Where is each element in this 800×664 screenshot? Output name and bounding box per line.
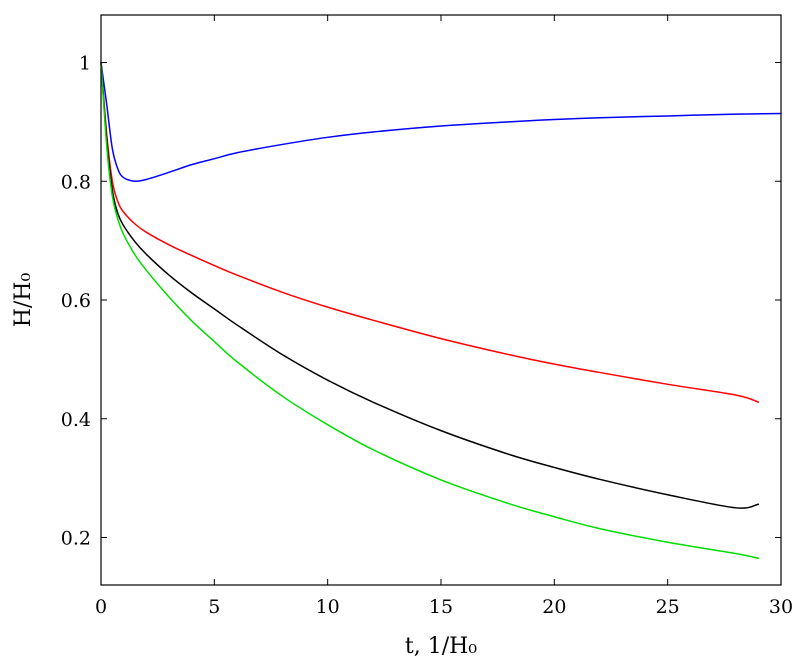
- y-tick-label: 1: [79, 53, 91, 75]
- x-tick-label: 0: [95, 596, 107, 618]
- x-tick-label: 25: [656, 596, 680, 618]
- y-tick-label: 0.6: [61, 290, 91, 312]
- x-tick-label: 5: [208, 596, 220, 618]
- series-line-3: [100, 61, 760, 509]
- plot-frame: [100, 14, 782, 586]
- series-line-4: [100, 61, 760, 560]
- series-layer: [100, 61, 782, 560]
- x-tick-label: 15: [429, 596, 453, 618]
- y-tick-label: 0.2: [61, 528, 91, 550]
- y-tick-label: 0.8: [61, 171, 91, 193]
- x-tick-label: 30: [769, 596, 793, 618]
- series-line-2: [100, 61, 760, 403]
- ticks-layer: 0 5 10 15 20 25 30 0.2 0.4 0.6 0.8 1: [61, 15, 793, 618]
- y-axis-label: H/H₀: [11, 273, 36, 328]
- x-tick-label: 10: [316, 596, 340, 618]
- x-axis-label: t, 1/H₀: [405, 634, 477, 659]
- y-tick-label: 0.4: [61, 409, 91, 431]
- x-tick-label: 20: [542, 596, 566, 618]
- series-line-1: [100, 61, 782, 183]
